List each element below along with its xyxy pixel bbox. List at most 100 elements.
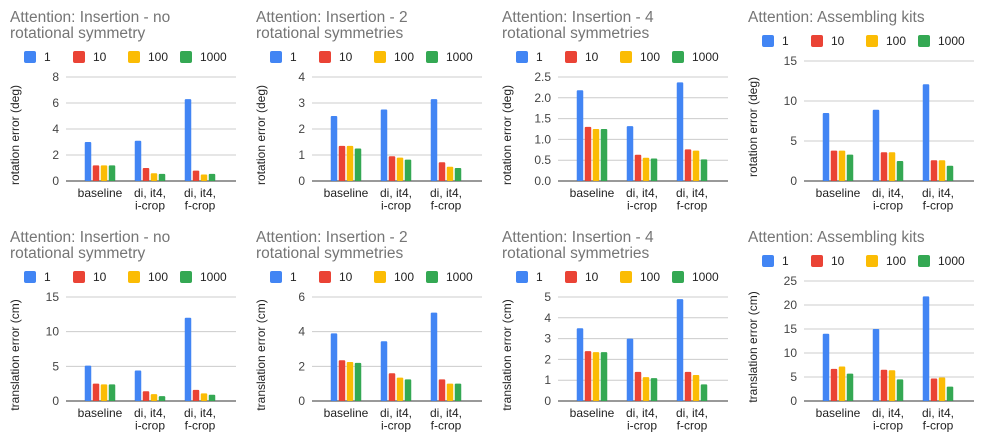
bar: [888, 370, 896, 401]
x-category-label: di, it4, i-crop: [134, 186, 166, 213]
bar: [430, 99, 438, 181]
bar: [330, 333, 338, 401]
x-category-label: baseline: [324, 186, 369, 200]
bar: [208, 394, 216, 401]
bar: [158, 396, 166, 401]
chart-legend: 1 10 100 1000: [516, 270, 736, 284]
y-tick-label: 8: [52, 70, 59, 84]
legend-label: 100: [640, 270, 661, 284]
x-category-label-line: f-crop: [185, 419, 216, 433]
y-tick-label: 5: [790, 370, 797, 384]
bar: [922, 296, 930, 401]
x-category-label-line: i-crop: [873, 199, 903, 213]
x-category-label: baseline: [324, 406, 369, 420]
chart-plot: 0 5 10 15 rotation error (deg) baseline di, it…: [746, 54, 974, 213]
bar: [92, 165, 100, 181]
legend-label: 10: [339, 50, 353, 64]
bar: [404, 379, 412, 401]
bar: [938, 377, 946, 401]
bar: [108, 165, 116, 181]
y-tick-label: 4: [52, 122, 59, 136]
legend-swatch: [426, 51, 438, 63]
bar: [600, 129, 608, 181]
chart-panel: Attention: Insertion - 4 rotational symm…: [492, 220, 738, 441]
y-tick-label: 2: [52, 148, 59, 162]
chart-title: Attention: Insertion - 2 rotational symm…: [256, 9, 408, 42]
chart-legend: 1 10 100 1000: [24, 270, 244, 284]
chart-legend: 1 10 100 1000: [24, 50, 244, 64]
bar: [676, 82, 684, 181]
legend-label: 10: [585, 50, 599, 64]
x-category-label: di, it4, i-crop: [872, 406, 904, 433]
chart-panel: Attention: Insertion - 2 rotational symm…: [246, 220, 492, 441]
bar: [150, 173, 158, 181]
bar: [946, 386, 954, 401]
legend-label: 1000: [446, 50, 473, 64]
legend-swatch: [918, 255, 930, 267]
bar: [84, 142, 92, 181]
legend-label: 1000: [446, 270, 473, 284]
chart-title: Attention: Insertion - 2 rotational symm…: [256, 229, 408, 262]
bar: [454, 168, 462, 181]
bar: [576, 328, 584, 401]
x-category-label: baseline: [816, 186, 861, 200]
bar: [922, 84, 930, 181]
x-category-label-line: baseline: [816, 186, 861, 200]
bar: [150, 394, 158, 401]
y-tick-label: 15: [784, 322, 798, 336]
legend-swatch: [180, 51, 192, 63]
x-category-label-line: i-crop: [135, 199, 165, 213]
bar: [200, 393, 208, 401]
bar: [380, 341, 388, 401]
x-category-label-line: di, it4,: [380, 186, 412, 200]
legend-label: 10: [585, 270, 599, 284]
legend-label: 1: [782, 34, 789, 48]
x-category-label: di, it4, f-crop: [184, 186, 216, 213]
bar: [338, 145, 346, 181]
legend-label: 100: [640, 50, 661, 64]
bar: [446, 166, 454, 181]
bar: [838, 366, 846, 401]
chart-plot: 0 2 4 6 8 rotation error (deg) baseline di, it4…: [8, 70, 236, 213]
bar: [642, 377, 650, 401]
bar: [872, 329, 880, 401]
bar: [880, 369, 888, 401]
x-category-label: di, it4, f-crop: [430, 406, 462, 433]
bar: [454, 383, 462, 401]
y-tick-label: 0.0: [534, 174, 551, 188]
bar: [676, 299, 684, 401]
y-tick-label: 5: [52, 359, 59, 373]
bar: [880, 152, 888, 181]
x-category-label: di, it4, f-crop: [676, 186, 708, 213]
x-category-label: di, it4, i-crop: [134, 406, 166, 433]
legend-label: 1: [44, 270, 51, 284]
legend-swatch: [762, 35, 774, 47]
legend-swatch: [73, 51, 85, 63]
legend-label: 1000: [938, 34, 965, 48]
x-category-label-line: di, it4,: [872, 406, 904, 420]
y-tick-label: 0: [544, 394, 551, 408]
y-axis-label: rotation error (deg): [500, 85, 514, 185]
chart-title: Attention: Assembling kits: [748, 9, 925, 26]
y-tick-label: 1: [544, 373, 551, 387]
x-category-label: di, it4, f-crop: [922, 406, 954, 433]
y-tick-label: 20: [784, 298, 798, 312]
y-tick-label: 6: [52, 96, 59, 110]
x-category-label-line: di, it4,: [430, 406, 462, 420]
x-category-label-line: f-crop: [677, 199, 708, 213]
y-tick-label: 25: [784, 274, 798, 288]
legend-swatch: [866, 255, 878, 267]
bar: [192, 389, 200, 401]
y-tick-label: 10: [46, 325, 60, 339]
bar: [684, 371, 692, 401]
legend-swatch: [672, 271, 684, 283]
x-category-label-line: di, it4,: [922, 186, 954, 200]
chart-legend: 1 10 100 1000: [516, 50, 736, 64]
x-category-label: baseline: [78, 186, 123, 200]
bar: [830, 368, 838, 401]
bar: [134, 370, 142, 401]
legend-swatch: [24, 271, 36, 283]
chart-legend: 1 10 100 1000: [270, 270, 490, 284]
x-category-label-line: i-crop: [381, 199, 411, 213]
x-category-label-line: baseline: [324, 186, 369, 200]
